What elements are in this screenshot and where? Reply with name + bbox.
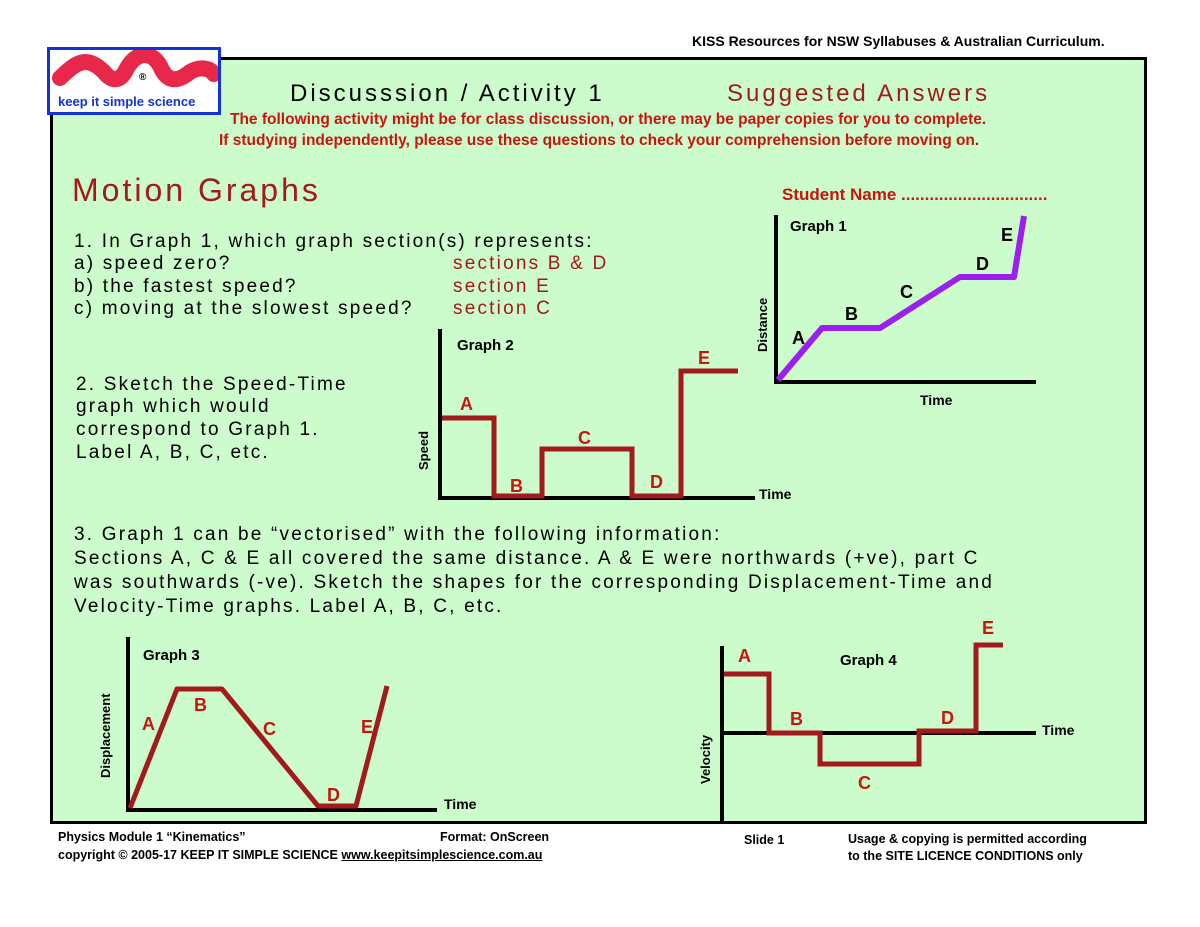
graph1-line — [775, 215, 1027, 382]
graph2-label-a: A — [460, 394, 473, 414]
graph2-line — [442, 368, 738, 499]
q1-a-answer: sections B & D — [453, 253, 609, 274]
footer-usage-2: to the SITE LICENCE CONDITIONS only — [848, 849, 1083, 863]
footer-copyright: copyright © 2005-17 KEEP IT SIMPLE SCIEN… — [58, 848, 542, 862]
graph3-ylabel: Displacement — [98, 693, 113, 778]
graph4-label-d: D — [941, 708, 954, 728]
intro-line-1: The following activity might be for clas… — [230, 111, 987, 128]
content-panel — [50, 57, 1147, 824]
q3-line: 3. Graph 1 can be “vectorised” with the … — [74, 524, 722, 545]
q3-line: Sections A, C & E all covered the same d… — [74, 548, 980, 569]
graph2-ylabel: Speed — [416, 431, 431, 470]
logo-reg-mark: ® — [139, 72, 147, 83]
graph3-label-c: C — [263, 719, 276, 739]
graph2-label-c: C — [578, 428, 591, 448]
graph1: Graph 1 Time Distance A B C D E — [755, 215, 1036, 408]
graph2: Graph 2 Time Speed A B C D E — [416, 329, 792, 502]
graph3-line — [127, 685, 390, 809]
q2-line: correspond to Graph 1. — [76, 419, 320, 440]
footer-usage-1: Usage & copying is permitted according — [848, 832, 1087, 846]
graph4-label-c: C — [858, 773, 871, 793]
q1-c: c) moving at the slowest speed? — [74, 298, 414, 319]
top-right-caption: KISS Resources for NSW Syllabuses & Aust… — [692, 33, 1105, 49]
q1-b: b) the fastest speed? — [74, 276, 298, 297]
graph4-label-e: E — [982, 618, 994, 638]
graph3-title: Graph 3 — [143, 647, 200, 664]
graph2-label-e: E — [698, 348, 710, 368]
q3-line: Velocity-Time graphs. Label A, B, C, etc… — [74, 596, 504, 617]
q3-line: was southwards (-ve). Sketch the shapes … — [74, 572, 995, 593]
intro-line-2: If studying independently, please use th… — [219, 132, 980, 149]
student-name-field[interactable]: Student Name ...........................… — [782, 185, 1048, 204]
graph2-label-d: D — [650, 472, 663, 492]
graph1-label-c: C — [900, 282, 913, 302]
graph2-title: Graph 2 — [457, 337, 514, 354]
page-title: Motion Graphs — [72, 172, 321, 208]
graph2-xlabel: Time — [759, 486, 792, 502]
graph3-label-e: E — [361, 717, 373, 737]
kiss-logo: ® keep it simple science — [47, 47, 221, 115]
footer-copyright-text: copyright © 2005-17 KEEP IT SIMPLE SCIEN… — [58, 848, 338, 862]
graph1-label-d: D — [976, 254, 989, 274]
graph1-title: Graph 1 — [790, 218, 847, 235]
logo-wave-icon — [52, 50, 218, 88]
q2-line: 2. Sketch the Speed-Time — [76, 374, 348, 395]
graph1-label-b: B — [845, 304, 858, 324]
graph4-label-b: B — [790, 709, 803, 729]
graph3-label-d: D — [327, 785, 340, 805]
graph4-xlabel: Time — [1042, 722, 1075, 738]
graph3-label-b: B — [194, 695, 207, 715]
graph4-line — [724, 642, 1003, 767]
graph4-label-a: A — [738, 646, 751, 666]
graph3: Graph 3 Time Displacement A B C D E — [98, 637, 477, 812]
q2-line: graph which would — [76, 396, 271, 417]
graph1-label-a: A — [792, 328, 805, 348]
q1-question: 1. In Graph 1, which graph section(s) re… — [74, 231, 594, 252]
footer-url-link[interactable]: www.keepitsimplescience.com.au — [341, 848, 543, 862]
suggested-answers: Suggested Answers — [727, 80, 991, 107]
graph4-title: Graph 4 — [840, 652, 897, 669]
graph3-xlabel: Time — [444, 796, 477, 812]
footer-module: Physics Module 1 “Kinematics” — [58, 830, 246, 844]
graph3-label-a: A — [142, 714, 155, 734]
graph4: Graph 4 Time Velocity A B C D E — [698, 618, 1075, 823]
q1-c-answer: section C — [453, 298, 553, 319]
q1-a: a) speed zero? — [74, 253, 232, 274]
q2-line: Label A, B, C, etc. — [76, 442, 270, 463]
graph1-ylabel: Distance — [755, 298, 770, 352]
footer-format: Format: OnScreen — [440, 830, 550, 844]
graph1-xlabel: Time — [920, 392, 953, 408]
activity-title: Discusssion / Activity 1 — [290, 80, 605, 107]
graph4-ylabel: Velocity — [698, 734, 713, 784]
graph2-label-b: B — [510, 476, 523, 496]
graph1-label-e: E — [1001, 225, 1013, 245]
footer-slide: Slide 1 — [744, 833, 785, 847]
logo-text: keep it simple science — [58, 94, 196, 109]
q1-b-answer: section E — [453, 276, 551, 297]
